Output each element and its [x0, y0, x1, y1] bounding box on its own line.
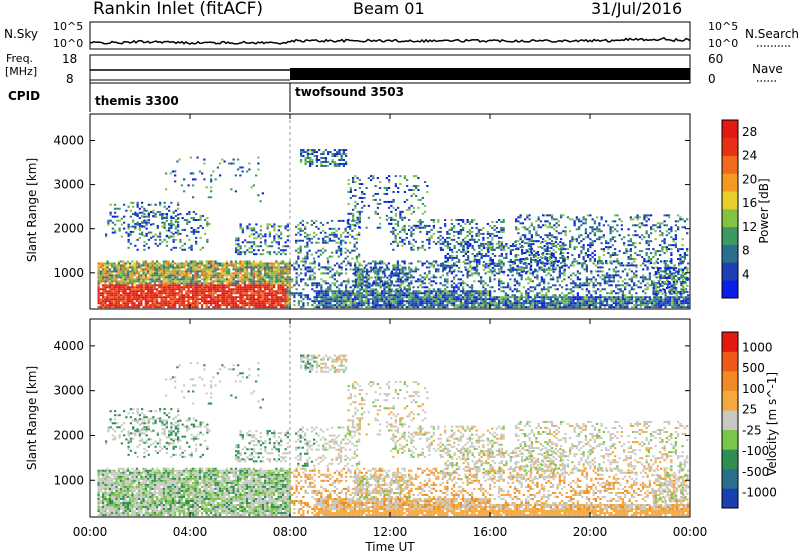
- velocity-colorbar-segment: [722, 351, 738, 372]
- freq-unit-label: [MHz]: [5, 65, 37, 78]
- velocity-ytick-label: 1000: [53, 473, 84, 487]
- velocity-colorbar-segment: [722, 371, 738, 391]
- velocity-ytick-label: 4000: [53, 339, 84, 353]
- power-colorbar-tick: 8: [742, 244, 750, 258]
- x-tick-label: 00:00: [73, 525, 108, 539]
- nave-tick-bottom: 0: [708, 72, 716, 86]
- power-colorbar-segment: [722, 173, 738, 192]
- nsearch-tick-bottom: 10^0: [708, 37, 738, 50]
- power-colorbar-frame: [721, 119, 739, 299]
- velocity-colorbar-segment: [722, 390, 738, 411]
- station-title: Rankin Inlet (fitACF): [93, 0, 263, 19]
- date-label: 31/Jul/2016: [591, 0, 682, 18]
- freq-tick-bottom: 8: [66, 72, 74, 86]
- nsky-tick-top: 10^5: [53, 20, 83, 33]
- velocity-colorbar-tick: -1000: [742, 485, 777, 499]
- velocity-y-axis: 1000 2000 3000 4000: [53, 339, 690, 487]
- velocity-colorbar-segment: [722, 468, 738, 489]
- cpid-mode-1: themis 3300: [95, 94, 179, 108]
- velocity-colorbar-segment: [722, 449, 738, 470]
- velocity-colorbar-segment: [722, 488, 738, 509]
- beam-label: Beam 01: [353, 0, 425, 18]
- power-colorbar-segment: [722, 120, 738, 139]
- velocity-colorbar-tick: -100: [742, 444, 769, 458]
- nsky-trace: [89, 36, 691, 45]
- power-colorbar-segment: [722, 280, 738, 299]
- x-tick-label: 16:00: [473, 525, 508, 539]
- power-colorbar-segment: [722, 226, 738, 245]
- power-colorbar-segment: [722, 155, 738, 174]
- power-colorbar-segment: [722, 209, 738, 228]
- power-colorbar-tick: 28: [742, 125, 757, 139]
- freq-nave-trace: [90, 68, 690, 81]
- velocity-heatmap: [97, 354, 690, 517]
- velocity-colorbar-frame: [721, 331, 739, 509]
- nave-label: Nave: [752, 62, 783, 76]
- power-colorbar-segment: [722, 137, 738, 156]
- freq-label: Freq.: [6, 52, 33, 65]
- nsky-label: N.Sky: [4, 27, 38, 41]
- x-tick-label: 04:00: [173, 525, 208, 539]
- power-colorbar-segment: [722, 244, 738, 263]
- nsearch-tick-top: 10^5: [708, 20, 738, 33]
- velocity-colorbar-label-text: Velocity [m s^-1]: [765, 372, 779, 476]
- velocity-colorbar-tick: 1000: [742, 341, 773, 355]
- power-y-label: Slant Range [km]: [25, 158, 39, 262]
- power-colorbar-segment: [722, 262, 738, 281]
- power-heatmap: [97, 149, 690, 309]
- power-ytick-label: 1000: [53, 266, 84, 280]
- cpid-label: CPID: [8, 89, 40, 103]
- power-ytick-label: 2000: [53, 222, 84, 236]
- power-y-axis: 1000 2000 3000 4000: [53, 133, 690, 280]
- velocity-colorbar-tick: 500: [742, 361, 765, 375]
- power-panel: 1000 2000 3000 4000 Slant Range [km]: [25, 113, 691, 310]
- velocity-y-label: Slant Range [km]: [25, 366, 39, 470]
- velocity-colorbar-tick: 25: [742, 403, 757, 417]
- x-tick-label: 00:00: [673, 525, 708, 539]
- velocity-ytick-label: 2000: [53, 428, 84, 442]
- velocity-ytick-label: 3000: [53, 384, 84, 398]
- nsky-tick-bottom: 10^0: [53, 37, 83, 50]
- x-axis-label: Time UT: [364, 540, 415, 554]
- power-colorbar-tick: 24: [742, 149, 757, 163]
- velocity-colorbar-label: Velocity [m s^-1]: [765, 372, 779, 476]
- velocity-colorbar: 1000 500 100 25 -25 -100 -500 -1000: [721, 331, 777, 509]
- power-ytick-label: 4000: [53, 133, 84, 147]
- velocity-colorbar-segment: [722, 410, 738, 431]
- nsearch-label: N.Search: [745, 27, 799, 41]
- power-colorbar-tick: 20: [742, 172, 757, 186]
- x-tick-label: 20:00: [573, 525, 608, 539]
- nave-block-mode2: [290, 68, 690, 80]
- power-colorbar-tick: 4: [742, 267, 750, 281]
- x-tick-label: 12:00: [373, 525, 408, 539]
- power-colorbar: 4 8 12 16 20 24 28: [721, 119, 757, 299]
- velocity-panel: 1000 2000 3000 4000 Slant Range [km]: [25, 318, 691, 518]
- power-colorbar-label: Power [dB]: [757, 178, 771, 243]
- time-x-axis: 00:00 04:00 08:00 12:00 16:00 20:00 00:00: [73, 114, 708, 539]
- cpid-mode-2: twofsound 3503: [295, 85, 404, 99]
- freq-tick-top: 18: [62, 52, 77, 66]
- power-colorbar-tick: 12: [742, 220, 757, 234]
- power-colorbar-segment: [722, 191, 738, 210]
- power-ytick-label: 3000: [53, 178, 84, 192]
- velocity-colorbar-tick: -25: [742, 423, 762, 437]
- nave-tick-top: 60: [708, 52, 723, 66]
- velocity-colorbar-segment: [722, 332, 738, 352]
- velocity-colorbar-tick: 100: [742, 382, 765, 396]
- x-tick-label: 08:00: [273, 525, 308, 539]
- velocity-colorbar-segment: [722, 429, 738, 450]
- nsky-strip-frame: [89, 21, 691, 50]
- power-colorbar-tick: 16: [742, 196, 757, 210]
- velocity-colorbar-tick: -500: [742, 465, 769, 479]
